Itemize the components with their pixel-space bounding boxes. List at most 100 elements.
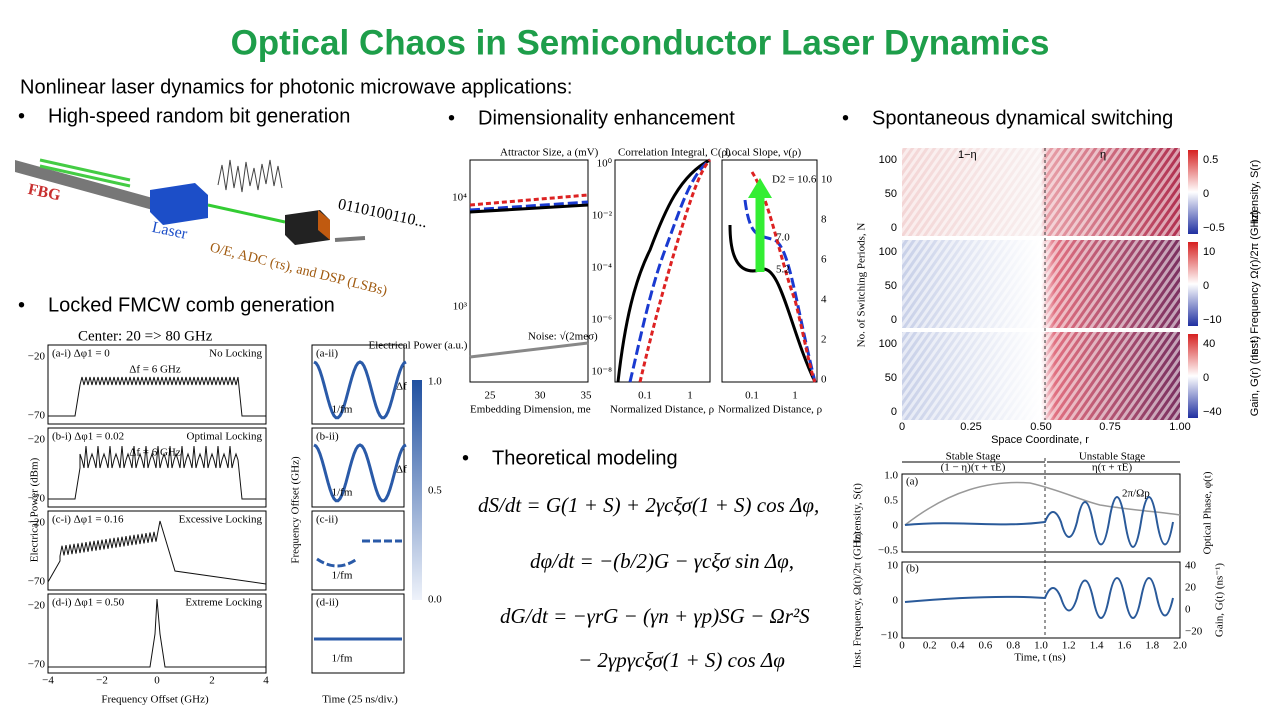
x-tick: 0.50 [1030, 421, 1051, 433]
tick: 10³ [453, 301, 468, 313]
y-tick: 0 [893, 595, 899, 607]
colorbar-label: Intensity, S(r) [1249, 160, 1261, 225]
panel-title: Correlation Integral, C(ρ) [618, 147, 731, 159]
y-tick: 100 [879, 338, 897, 350]
x-tick: 2.0 [1173, 640, 1187, 652]
bits: 0110100110... [336, 196, 428, 232]
y-tick: −0.5 [878, 545, 898, 557]
panel [469, 159, 589, 383]
dim-figure: Attractor Size, a (mV) Correlation Integ… [452, 147, 832, 416]
tick: 2 [821, 334, 827, 346]
colorbar-tick: −0.5 [1203, 222, 1225, 234]
panel [311, 344, 405, 425]
annotation: 1−η [958, 149, 977, 161]
bullets: • High-speed random bit generation • Dimen… [18, 105, 1173, 469]
panel [901, 561, 1181, 639]
y-tick: 0 [1185, 604, 1191, 616]
annotation: 5.2 [776, 264, 790, 276]
y-tick: −70 [28, 410, 46, 422]
x-tick: 4 [263, 675, 269, 687]
annotation: Noise: √(2meσ) [528, 331, 598, 343]
tick: 10⁻² [592, 210, 613, 222]
tick: 25 [485, 390, 497, 402]
bullet: Theoretical modeling [492, 447, 678, 469]
bullet: Spontaneous dynamical switching [872, 107, 1173, 129]
bullet: Locked FMCW comb generation [48, 294, 335, 316]
colorbar [1188, 242, 1198, 326]
colorbar-tick: 1.0 [428, 376, 442, 388]
y-tick: 100 [879, 246, 897, 258]
x-label: Normalized Distance, ρ [610, 404, 715, 416]
colorbar-tick: 40 [1203, 338, 1215, 350]
colorbar-tick: −40 [1203, 406, 1222, 418]
fmcw-figure: Center: 20 => 80 GHz (a-i) Δφ1 = 0 No Loc… [28, 328, 468, 705]
stripes [902, 240, 1180, 328]
panel-label: (b) [906, 563, 919, 575]
annotation: Unstable Stage [1079, 451, 1145, 463]
spectrum [48, 598, 266, 668]
bullet-mark: • [842, 107, 849, 129]
curve [628, 158, 711, 383]
tick: 10 [821, 174, 833, 186]
y-tick: 0 [891, 314, 897, 326]
bullet: Dimensionality enhancement [478, 107, 735, 129]
colorbar-tick: 0 [1203, 280, 1209, 292]
x-tick: 0.8 [1006, 640, 1020, 652]
fiber [15, 160, 160, 212]
panel [47, 344, 267, 425]
equation: dφ/dt = −(b/2)G − γcξσ sin Δφ, [530, 549, 794, 573]
panel [311, 510, 405, 591]
panel [47, 593, 267, 674]
annotation: Stable Stage [946, 451, 1001, 463]
x-label: Time (25 ns/div.) [322, 694, 398, 706]
x-label: Space Coordinate, r [991, 434, 1089, 446]
y-label: Gain, G(t) (ns⁻¹) [1214, 563, 1226, 638]
fbg-label: FBG [26, 181, 62, 205]
x-tick: 2 [209, 675, 215, 687]
switch-figure: 1−η η No. of Switching Periods, N Space … [856, 148, 1261, 446]
curve [469, 193, 589, 207]
panel [311, 427, 405, 508]
bullet-mark: • [448, 107, 455, 129]
period: 1/fm [332, 487, 353, 499]
panel-label: (b-i) Δφ1 = 0.02 [52, 431, 124, 443]
panel-label: (d-i) Δφ1 = 0.50 [52, 597, 125, 609]
bullet-mark: • [462, 447, 469, 469]
y-label: No. of Switching Periods, N [856, 223, 868, 348]
x-tick: 0.2 [923, 640, 937, 652]
y-tick: 0 [891, 406, 897, 418]
y-label: Inst. Frequency, Ω(t)/2π (GHz) [852, 531, 864, 668]
x-label: Embedding Dimension, me [470, 404, 591, 416]
y-tick: −20 [28, 434, 46, 446]
laser-cube [150, 183, 208, 225]
curve [750, 171, 817, 383]
detector-side [318, 210, 330, 240]
y-tick: −70 [28, 493, 46, 505]
x-label: Frequency Offset (GHz) [101, 694, 209, 706]
colorbar [1188, 150, 1198, 234]
panel [614, 159, 711, 383]
delta: Δf [396, 464, 407, 476]
x-tick: 0 [899, 640, 905, 652]
x-tick: 1.8 [1145, 640, 1159, 652]
center-note: Center: 20 => 80 GHz [78, 328, 213, 344]
stripes [902, 332, 1180, 420]
x-tick: −4 [42, 675, 54, 687]
x-tick: 1.00 [1169, 421, 1190, 433]
y-tick: −70 [28, 659, 46, 671]
frequency-trace [313, 360, 407, 420]
y-tick: 50 [885, 280, 897, 292]
annotation: (1 − η)(τ + τE) [941, 462, 1006, 474]
tick: 0.1 [638, 390, 652, 402]
period: 1/fm [332, 404, 353, 416]
x-tick: 0.4 [951, 640, 965, 652]
colorbar-tick: 0.5 [428, 485, 442, 497]
curve [904, 577, 1174, 619]
delta: Δf [396, 381, 407, 393]
y-tick: 1.0 [884, 470, 898, 482]
annotation: 2π/Ωp [1122, 488, 1150, 500]
panel-label: (a-i) Δφ1 = 0 [52, 348, 110, 360]
x-tick: 1.0 [1034, 640, 1048, 652]
x-tick: 0.6 [979, 640, 993, 652]
